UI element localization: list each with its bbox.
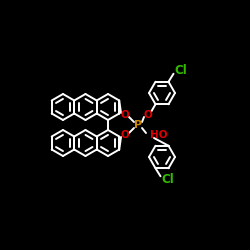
Text: O: O	[120, 110, 130, 120]
Text: Cl: Cl	[174, 64, 187, 77]
Text: O: O	[120, 130, 130, 140]
Text: P: P	[134, 120, 142, 130]
Text: Cl: Cl	[161, 173, 174, 186]
Text: O: O	[144, 110, 152, 120]
Text: HO: HO	[150, 130, 168, 140]
